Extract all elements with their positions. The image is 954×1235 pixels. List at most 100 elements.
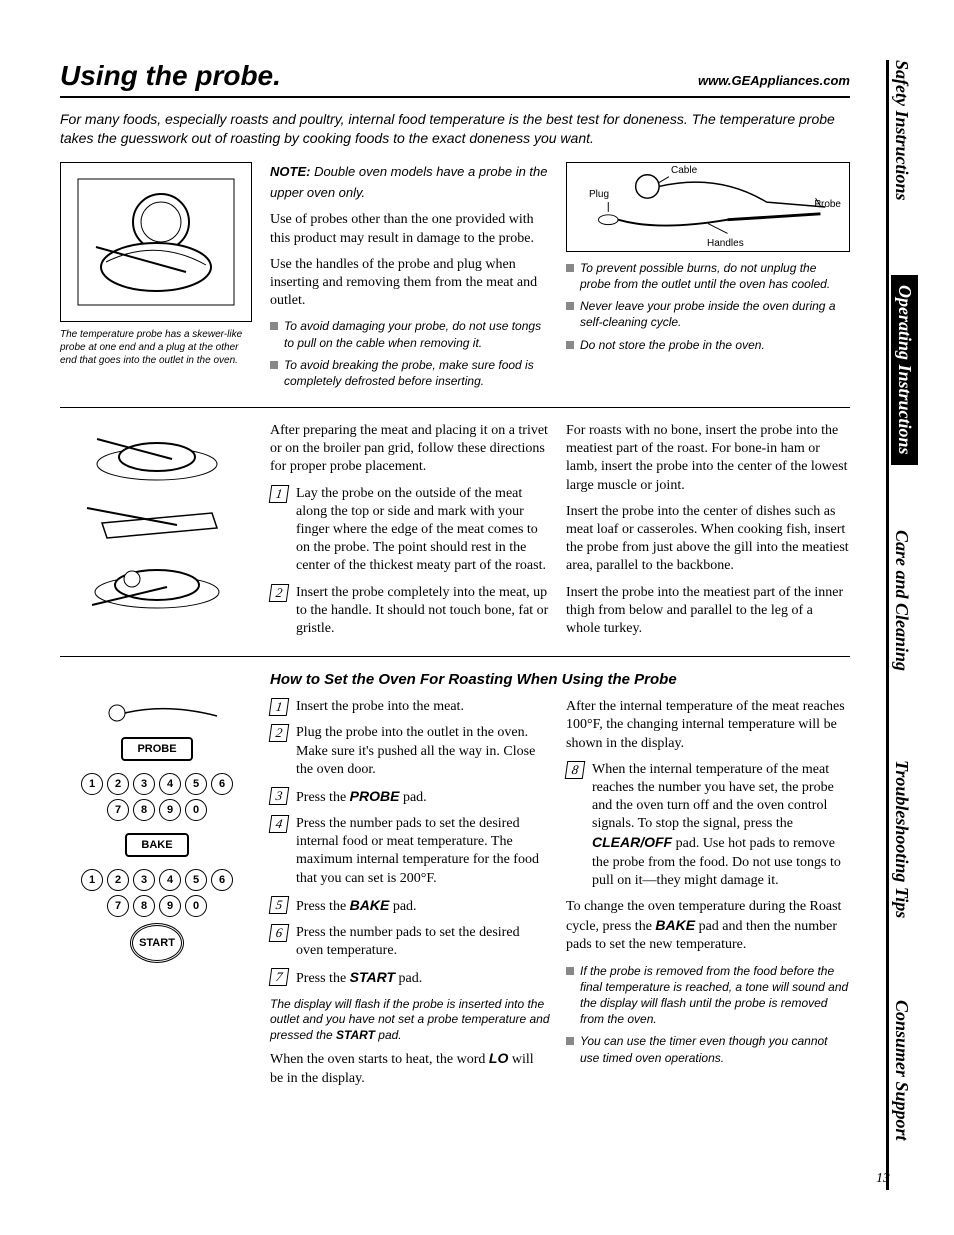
roast-illus-1 [72, 426, 242, 486]
tab-troubleshooting: Troubleshooting Tips [891, 760, 912, 918]
probe-small-icon [87, 698, 227, 728]
sec2-r1: For roasts with no bone, insert the prob… [566, 422, 850, 495]
roast-step: 2 Plug the probe into the outlet in the o… [270, 724, 550, 779]
site-url: www.GEAppliances.com [698, 73, 850, 88]
sec2-right-col: For roasts with no bone, insert the prob… [566, 422, 850, 646]
step-text: Press the number pads to set the desired… [296, 924, 550, 960]
right-p1: After the internal temperature of the me… [566, 698, 850, 753]
step-number-icon: 6 [269, 924, 290, 942]
page-number: 13 [876, 1171, 890, 1187]
oven-illustration [60, 162, 252, 322]
tab-care: Care and Cleaning [891, 530, 912, 671]
step-text: Lay the probe on the outside of the meat… [296, 485, 550, 576]
mid-note: The display will flash if the probe is i… [270, 997, 550, 1044]
bullet-item: To avoid damaging your probe, do not use… [270, 318, 550, 350]
bullet-square-icon [270, 361, 278, 369]
step-text: Press the PROBE pad. [296, 787, 550, 807]
bullet-item: To avoid breaking the probe, make sure f… [270, 357, 550, 389]
note-row: NOTE: Double oven models have a probe in… [270, 162, 550, 204]
bullet-item: Never leave your probe inside the oven d… [566, 298, 850, 330]
bullet-text: You can use the timer even though you ca… [580, 1033, 850, 1065]
step-number-icon: 2 [269, 724, 290, 742]
bullet-square-icon [566, 264, 574, 272]
sec1-p2: Use the handles of the probe and plug wh… [270, 256, 550, 311]
step-text: Press the START pad. [296, 968, 550, 988]
step-text: When the internal temperature of the mea… [592, 761, 850, 890]
step-number-icon: 8 [565, 761, 586, 779]
roast-step: 5 Press the BAKE pad. [270, 896, 550, 916]
sec2-intro: After preparing the meat and placing it … [270, 422, 550, 477]
bullet-square-icon [566, 302, 574, 310]
bullet-item: Do not store the probe in the oven. [566, 337, 850, 353]
roast-step: 6 Press the number pads to set the desire… [270, 924, 550, 960]
sec3-mid-col: 1 Insert the probe into the meat. 2 Plug t… [270, 698, 550, 1096]
sec3-right-col: After the internal temperature of the me… [566, 698, 850, 1096]
bullet-item: To prevent possible burns, do not unplug… [566, 260, 850, 292]
numpad-1: 1234567890 [72, 773, 242, 821]
bullet-text: To prevent possible burns, do not unplug… [580, 260, 850, 292]
bullet-square-icon [270, 322, 278, 330]
probe-pad: PROBE [121, 737, 192, 761]
illus-caption: The temperature probe has a skewer-like … [60, 328, 254, 367]
step-text: Plug the probe into the outlet in the ov… [296, 724, 550, 779]
step-text: Insert the probe completely into the mea… [296, 584, 550, 639]
numpad-2: 1234567890 [72, 869, 242, 917]
step-number-icon: 7 [269, 968, 290, 986]
section-probe-placement: After preparing the meat and placing it … [60, 422, 850, 657]
bullet-item: You can use the timer even though you ca… [566, 1033, 850, 1065]
label-plug: Plug [589, 189, 609, 200]
bullet-item: If the probe is removed from the food be… [566, 963, 850, 1028]
roast-illus-3 [72, 554, 242, 614]
bullet-square-icon [566, 341, 574, 349]
step-number-icon: 2 [269, 584, 290, 602]
bullet-text: If the probe is removed from the food be… [580, 963, 850, 1028]
label-cable: Cable [671, 165, 697, 176]
control-panel-illus: PROBE 1234567890 BAKE 1234567890 START [72, 698, 242, 963]
roast-step: 7 Press the START pad. [270, 968, 550, 988]
step-text: Press the number pads to set the desired… [296, 815, 550, 888]
bullet-text: To avoid breaking the probe, make sure f… [284, 357, 550, 389]
placement-step-2: 2 Insert the probe completely into the me… [270, 584, 550, 639]
page-content: Using the probe. www.GEAppliances.com Fo… [60, 60, 850, 1096]
bake-pad: BAKE [125, 833, 188, 857]
right-p2: To change the oven temperature during th… [566, 898, 850, 955]
bullet-text: Never leave your probe inside the oven d… [580, 298, 850, 330]
section-roasting-steps: How to Set the Oven For Roasting When Us… [60, 671, 850, 1096]
sec1-right-col: Plug Cable Probe Handles To prevent poss… [566, 162, 850, 395]
sec2-r3: Insert the probe into the meatiest part … [566, 584, 850, 639]
sec2-left-col [60, 422, 254, 646]
step-number-icon: 3 [269, 787, 290, 805]
tab-operating: Operating Instructions [891, 275, 918, 465]
step-number-icon: 4 [269, 815, 290, 833]
sec2-r2: Insert the probe into the center of dish… [566, 503, 850, 576]
intro-paragraph: For many foods, especially roasts and po… [60, 110, 850, 148]
start-pad: START [130, 923, 184, 963]
sec2-mid-col: After preparing the meat and placing it … [270, 422, 550, 646]
sec1-p1: Use of probes other than the one provide… [270, 211, 550, 247]
step-text: Insert the probe into the meat. [296, 698, 550, 716]
roast-step: 3 Press the PROBE pad. [270, 787, 550, 807]
placement-step-1: 1Lay the probe on the outside of the mea… [270, 485, 550, 576]
bullet-square-icon [566, 967, 574, 975]
tab-safety: Safety Instructions [891, 60, 912, 201]
sidebar-tabs: Safety Instructions Operating Instructio… [886, 60, 920, 1190]
roast-step: 1 Insert the probe into the meat. [270, 698, 550, 716]
note-label: NOTE: [270, 164, 310, 179]
roast-step: 4 Press the number pads to set the desire… [270, 815, 550, 888]
bullet-text: Do not store the probe in the oven. [580, 337, 765, 353]
bullet-square-icon [566, 1037, 574, 1045]
note-text: Double oven models have a probe in the u… [270, 164, 548, 200]
page-title: Using the probe. [60, 60, 281, 92]
step-number-icon: 1 [269, 698, 290, 716]
roast-step-8: 8 When the internal temperature of the me… [566, 761, 850, 890]
step-text: Press the BAKE pad. [296, 896, 550, 916]
label-handles: Handles [707, 238, 744, 249]
step-number-icon: 5 [269, 896, 290, 914]
sec3-left-col: PROBE 1234567890 BAKE 1234567890 START [60, 698, 254, 1096]
tab-consumer: Consumer Support [891, 1000, 912, 1141]
title-row: Using the probe. www.GEAppliances.com [60, 60, 850, 98]
probe-parts-diagram: Plug Cable Probe Handles [566, 162, 850, 252]
sec3-heading: How to Set the Oven For Roasting When Us… [270, 671, 850, 688]
label-probe: Probe [814, 199, 841, 210]
sec1-left-col: The temperature probe has a skewer-like … [60, 162, 254, 395]
